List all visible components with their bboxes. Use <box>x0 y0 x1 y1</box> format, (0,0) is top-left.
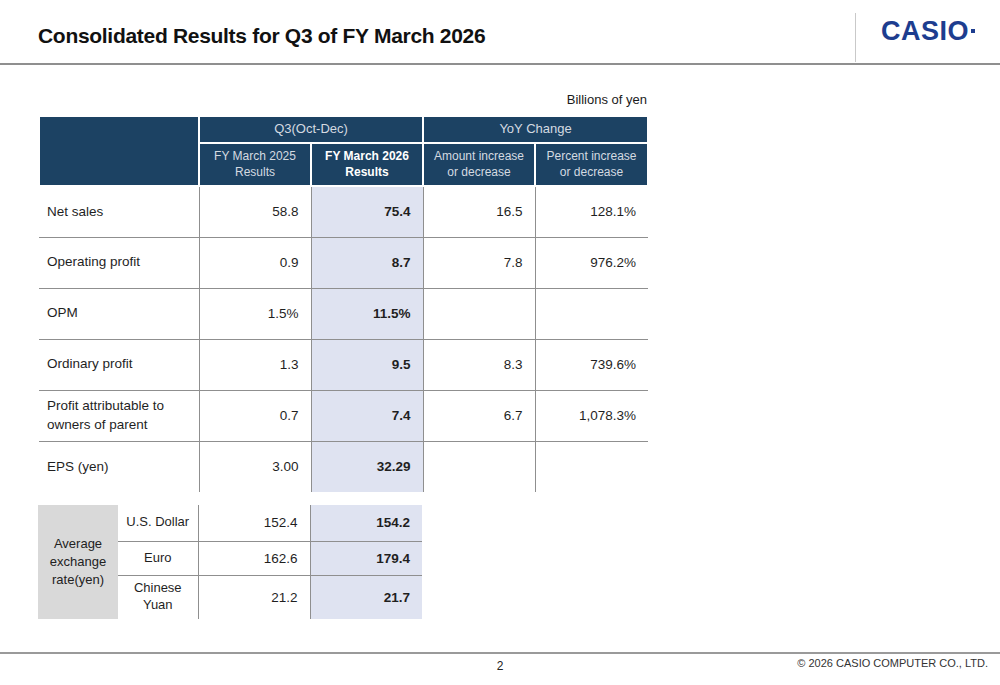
col-group-header-yoy: YoY Change <box>423 116 648 143</box>
cell-amount: 6.7 <box>423 390 535 441</box>
row-label: Net sales <box>39 186 199 237</box>
cell-percent: 1,078.3% <box>535 390 648 441</box>
cell-fy2025: 0.9 <box>199 237 311 288</box>
cell-fy2025: 152.4 <box>198 505 310 541</box>
cell-fy2026: 179.4 <box>310 541 422 575</box>
row-label: OPM <box>39 288 199 339</box>
table-row-ordinary-profit: Ordinary profit 1.3 9.5 8.3 739.6% <box>39 339 648 390</box>
slide: Consolidated Results for Q3 of FY March … <box>0 0 1000 685</box>
currency-label: Chinese Yuan <box>118 575 198 619</box>
cell-percent <box>535 441 648 492</box>
currency-label: U.S. Dollar <box>118 505 198 541</box>
cell-fy2025: 162.6 <box>198 541 310 575</box>
cell-fy2026: 9.5 <box>311 339 423 390</box>
cell-fy2026: 11.5% <box>311 288 423 339</box>
cell-fy2025: 1.5% <box>199 288 311 339</box>
casio-logo-text: CASIO <box>881 18 969 45</box>
cell-amount <box>423 441 535 492</box>
col-group-header-q3: Q3(Oct-Dec) <box>199 116 423 143</box>
cell-fy2025: 3.00 <box>199 441 311 492</box>
units-note: Billions of yen <box>567 92 647 107</box>
exchange-rate-label: Average exchange rate(yen) <box>38 505 118 619</box>
table-row-profit-attributable: Profit attributable to owners of parent … <box>39 390 648 441</box>
cell-percent: 128.1% <box>535 186 648 237</box>
col-header-fy2025: FY March 2025 Results <box>199 143 311 186</box>
cell-fy2025: 21.2 <box>198 575 310 619</box>
exchange-row-usd: Average exchange rate(yen) U.S. Dollar 1… <box>38 505 422 541</box>
cell-fy2025: 58.8 <box>199 186 311 237</box>
cell-fy2026: 75.4 <box>311 186 423 237</box>
col-header-amount: Amount increase or decrease <box>423 143 535 186</box>
cell-fy2026: 21.7 <box>310 575 422 619</box>
currency-label: Euro <box>118 541 198 575</box>
table-row-eps: EPS (yen) 3.00 32.29 <box>39 441 648 492</box>
cell-amount: 8.3 <box>423 339 535 390</box>
cell-fy2026: 32.29 <box>311 441 423 492</box>
row-label: Profit attributable to owners of parent <box>39 390 199 441</box>
cell-percent: 976.2% <box>535 237 648 288</box>
table-row-opm: OPM 1.5% 11.5% <box>39 288 648 339</box>
casio-logo: CASIO <box>856 0 1000 63</box>
results-table: Q3(Oct-Dec) YoY Change FY March 2025 Res… <box>38 115 649 492</box>
title-rule <box>0 63 1000 65</box>
table-row-net-sales: Net sales 58.8 75.4 16.5 128.1% <box>39 186 648 237</box>
cell-fy2025: 1.3 <box>199 339 311 390</box>
cell-fy2026: 8.7 <box>311 237 423 288</box>
cell-fy2026: 154.2 <box>310 505 422 541</box>
cell-percent: 739.6% <box>535 339 648 390</box>
col-header-percent: Percent increase or decrease <box>535 143 648 186</box>
page-title: Consolidated Results for Q3 of FY March … <box>38 24 485 48</box>
cell-amount: 16.5 <box>423 186 535 237</box>
table-row-operating-profit: Operating profit 0.9 8.7 7.8 976.2% <box>39 237 648 288</box>
cell-fy2025: 0.7 <box>199 390 311 441</box>
row-label: Operating profit <box>39 237 199 288</box>
cell-percent <box>535 288 648 339</box>
cell-fy2026: 7.4 <box>311 390 423 441</box>
footer-rule <box>0 652 1000 654</box>
row-label: Ordinary profit <box>39 339 199 390</box>
casio-logo-dot-icon <box>971 29 975 33</box>
col-header-fy2026: FY March 2026 Results <box>311 143 423 186</box>
table-corner-cell <box>39 116 199 186</box>
cell-amount <box>423 288 535 339</box>
row-label: EPS (yen) <box>39 441 199 492</box>
exchange-rate-table: Average exchange rate(yen) U.S. Dollar 1… <box>38 505 422 619</box>
cell-amount: 7.8 <box>423 237 535 288</box>
copyright-notice: © 2026 CASIO COMPUTER CO., LTD. <box>797 657 988 669</box>
